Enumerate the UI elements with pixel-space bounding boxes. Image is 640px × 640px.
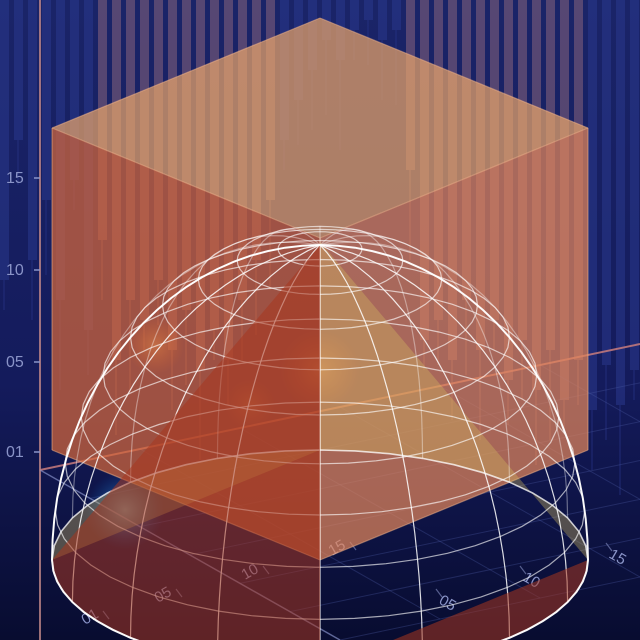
z-tick-label: 01 [6,444,24,461]
z-tick-label: 05 [6,354,24,371]
z-tick-label: 15 [6,170,24,187]
plot-canvas: 01051015 01051015 051015 [0,0,640,640]
plot-svg: 01051015 01051015 051015 [0,0,640,640]
z-tick-label: 10 [6,262,24,279]
